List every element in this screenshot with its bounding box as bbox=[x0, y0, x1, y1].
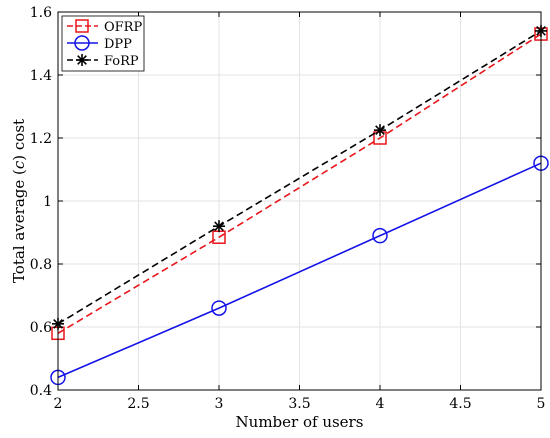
legend-item-forp: FoRP bbox=[67, 54, 139, 69]
x-axis-label: Number of users bbox=[236, 413, 364, 431]
y-tick-label: 1.2 bbox=[30, 131, 52, 147]
data-point bbox=[211, 300, 227, 316]
y-axis-label: Total average (c) cost bbox=[10, 119, 28, 283]
series-line-dpp bbox=[57, 162, 542, 379]
data-point bbox=[74, 35, 90, 51]
data-point bbox=[372, 227, 388, 244]
legend: OFRP DPP FoRP bbox=[61, 15, 145, 72]
legend-item-ofrp: OFRP bbox=[67, 19, 142, 35]
legend-label: FoRP bbox=[104, 54, 139, 69]
y-tick-label: 0.4 bbox=[30, 383, 52, 399]
series-line-forp bbox=[57, 30, 542, 325]
legend-item-dpp: DPP bbox=[67, 35, 132, 52]
y-tick-label: 0.6 bbox=[30, 320, 52, 336]
x-tick-label: 4.5 bbox=[449, 396, 471, 412]
y-axis-label-start: Total average ( bbox=[10, 169, 28, 283]
legend-label: DPP bbox=[104, 37, 132, 52]
y-tick-label: 1.6 bbox=[30, 5, 52, 21]
data-point bbox=[374, 124, 386, 137]
x-tick-label: 3.5 bbox=[288, 396, 310, 412]
y-tick-label: 0.8 bbox=[30, 257, 52, 273]
y-axis-label-symbol: c bbox=[10, 160, 28, 169]
y-axis-label-end: ) cost bbox=[10, 119, 28, 161]
x-tick-label: 5 bbox=[537, 396, 546, 412]
legend-label: OFRP bbox=[104, 20, 142, 35]
data-point bbox=[213, 220, 225, 233]
y-tick-label: 1.4 bbox=[30, 68, 52, 84]
axis-ticks: 2 2.5 3 3.5 4 4.5 5 0.4 0.6 0.8 1 1.2 1.4 1.6 bbox=[30, 5, 546, 412]
series-line-ofrp bbox=[57, 33, 542, 334]
x-tick-label: 2 bbox=[54, 396, 63, 412]
y-tick-label: 1 bbox=[43, 194, 52, 210]
x-tick-label: 2.5 bbox=[127, 396, 149, 412]
data-point bbox=[75, 19, 89, 33]
x-tick-label: 4 bbox=[376, 396, 385, 412]
x-tick-label: 3 bbox=[215, 396, 224, 412]
data-point bbox=[76, 54, 88, 66]
